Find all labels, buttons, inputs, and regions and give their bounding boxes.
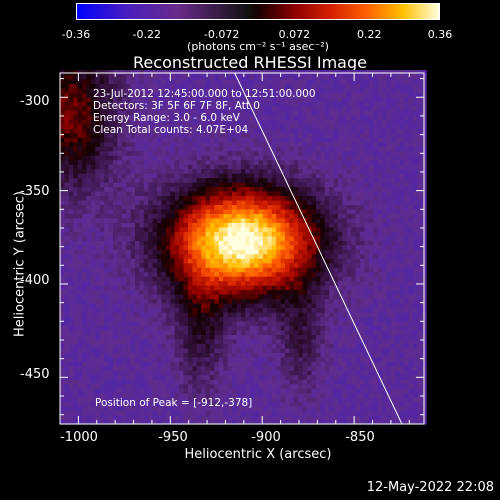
colorbar-tick-label: 0.072 bbox=[278, 28, 311, 41]
y-tick-label: -350 bbox=[20, 184, 50, 199]
y-tick-label: -450 bbox=[20, 367, 50, 382]
colorbar-tick-label: -0.22 bbox=[132, 28, 161, 41]
annotation-time-range: 23-Jul-2012 12:45:00.000 to 12:51:00.000 bbox=[93, 88, 316, 100]
colorbar bbox=[76, 3, 440, 20]
timestamp: 12-May-2022 22:08 bbox=[366, 480, 494, 495]
plot-frame bbox=[59, 72, 425, 425]
x-tick-label: -850 bbox=[345, 430, 375, 445]
y-tick-label: -300 bbox=[20, 94, 50, 109]
colorbar-tick-label: 0.22 bbox=[356, 28, 382, 41]
colorbar-tick-label: -0.36 bbox=[61, 28, 91, 41]
y-axis-label: Heliocentric Y (arcsec) bbox=[12, 191, 28, 337]
colorbar-units: (photons cm⁻² s⁻¹ asec⁻²) bbox=[187, 40, 329, 53]
x-axis-label: Heliocentric X (arcsec) bbox=[184, 447, 332, 462]
x-tick-label: -1000 bbox=[60, 430, 98, 445]
colorbar-tick-label: 0.36 bbox=[427, 28, 453, 41]
annotation-detectors: Detectors: 3F 5F 6F 7F 8F, Att 0 bbox=[93, 100, 260, 112]
annotation-total-counts: Clean Total counts: 4.07E+04 bbox=[93, 124, 249, 136]
x-tick-label: -950 bbox=[158, 430, 188, 445]
y-tick-label: -400 bbox=[20, 273, 50, 288]
annotation-energy-range: Energy Range: 3.0 - 6.0 keV bbox=[93, 112, 240, 124]
x-tick-label: -900 bbox=[251, 430, 281, 445]
peak-position-label: Position of Peak = [-912,-378] bbox=[95, 397, 253, 409]
chart-title: Reconstructed RHESSI Image bbox=[133, 53, 367, 72]
solar-limb-line bbox=[234, 72, 403, 425]
colorbar-tick-label: -0.072 bbox=[203, 28, 240, 41]
heatmap-pixels bbox=[60, 70, 427, 425]
